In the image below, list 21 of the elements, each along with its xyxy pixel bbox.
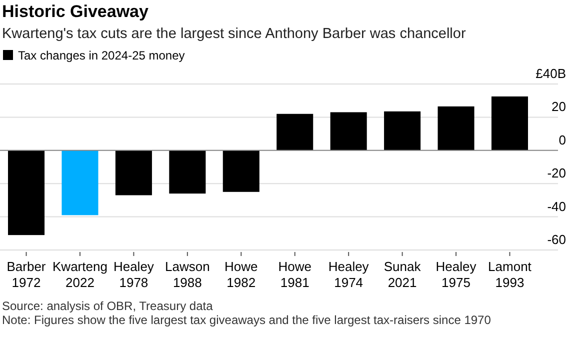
chart-subtitle: Kwarteng's tax cuts are the largest since Anthony Barber was chancellor [2,26,466,42]
legend-label: Tax changes in 2024-25 money [18,48,185,62]
y-tick-label: 0 [558,132,566,148]
chart-title: Historic Giveaway [2,2,150,21]
x-tick-label: Barber 1972 [6,259,46,290]
source-note: Source: analysis of OBR, Treasury data [2,299,214,313]
y-tick-label: £40B [536,66,566,81]
x-tick-label: Sunak 2021 [384,259,422,290]
text: Note: Figures show the five largest tax giveaways and the five largest tax-raisers since 1970 [2,313,492,327]
y-tick-label: 20 [552,99,566,114]
y-tick-label: -20 [547,166,566,181]
x-tick-label: Lamont 1993 [488,259,532,290]
x-tick-label: Lawson 1988 [165,259,210,290]
y-tick-label: -60 [547,232,566,247]
x-tick-label: Healey 1978 [113,259,154,290]
x-tick-label: Healey 1974 [328,259,370,290]
x-tick-label: Howe 1982 [224,259,258,290]
x-tick-label: Howe 1981 [278,259,312,290]
y-tick-label: -40 [547,198,566,214]
x-tick-label: Kwarteng 2022 [52,259,108,290]
x-tick-label: Healey 1975 [436,259,477,290]
